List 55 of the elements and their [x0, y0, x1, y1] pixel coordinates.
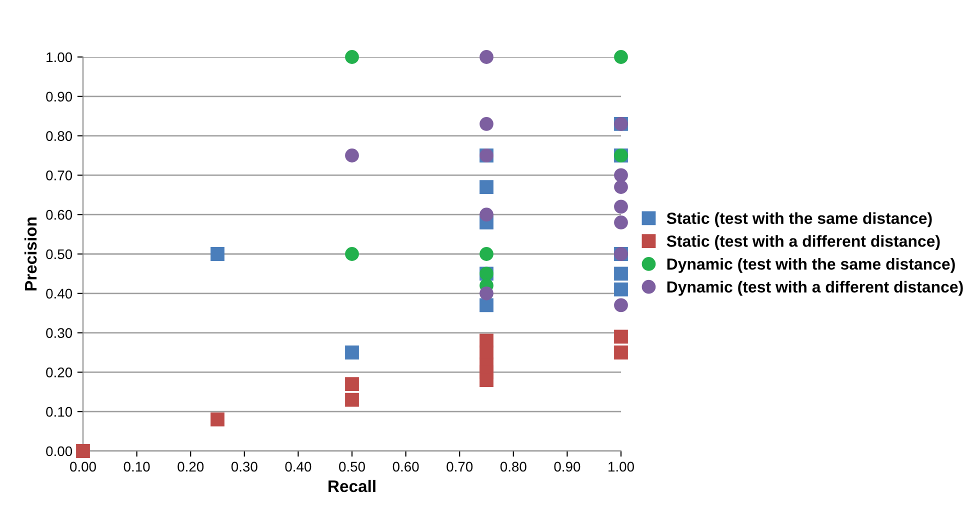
x-tick-label: 0.60 [392, 462, 419, 472]
point [614, 346, 628, 360]
x-tick-label: 0.80 [500, 462, 526, 472]
y-tick-label: 0.70 [46, 170, 72, 180]
x-tick-label: 0.40 [285, 462, 312, 472]
y-tick-label: 0.90 [46, 92, 72, 102]
point [614, 216, 628, 230]
x-axis-title: Recall [328, 480, 376, 492]
point [480, 286, 494, 300]
x-tick-label: 0.70 [446, 462, 473, 472]
legend-label: Dynamic (test with the same distance) [667, 258, 955, 273]
point [210, 412, 224, 426]
point [480, 298, 494, 312]
point [345, 392, 359, 407]
point [345, 148, 359, 162]
point [345, 377, 359, 391]
point [614, 180, 628, 194]
point [345, 247, 359, 261]
point [480, 117, 494, 131]
point [614, 266, 628, 281]
y-tick-label: 0.20 [46, 368, 72, 378]
y-tick-label: 0.50 [46, 249, 72, 260]
point [345, 346, 359, 360]
x-tick-label: 0.00 [70, 462, 96, 472]
y-tick-label: 0.60 [46, 210, 72, 220]
y-tick-label: 0.40 [46, 288, 72, 299]
legend-label: Dynamic (test with a different distance) [667, 280, 963, 296]
point [480, 50, 494, 64]
point [614, 330, 628, 344]
point [614, 200, 628, 214]
point [76, 444, 90, 458]
legend-label: Static (test with a different distance) [666, 235, 940, 250]
y-tick-label: 0.80 [46, 131, 72, 141]
y-tick-label: 0.00 [46, 446, 72, 456]
x-tick-label: 0.30 [231, 462, 258, 472]
x-tick-label: 1.00 [608, 462, 634, 472]
point [345, 50, 359, 64]
y-axis-title: Precision [24, 218, 37, 290]
x-tick-label: 0.50 [339, 462, 365, 472]
point [614, 168, 628, 182]
point [480, 373, 494, 388]
x-tick-label: 0.90 [554, 462, 580, 472]
y-tick-label: 0.30 [46, 328, 72, 338]
point [480, 208, 494, 222]
point [614, 298, 628, 312]
x-tick-label: 0.20 [178, 462, 204, 472]
x-tick-label: 0.10 [124, 462, 150, 472]
point [614, 50, 628, 64]
y-tick-label: 1.00 [46, 52, 72, 62]
point [210, 247, 224, 261]
point [480, 180, 494, 194]
point [614, 282, 628, 296]
point [480, 247, 494, 261]
y-tick-label: 0.10 [46, 406, 72, 417]
legend-label: Static (test with the same distance) [666, 212, 932, 228]
